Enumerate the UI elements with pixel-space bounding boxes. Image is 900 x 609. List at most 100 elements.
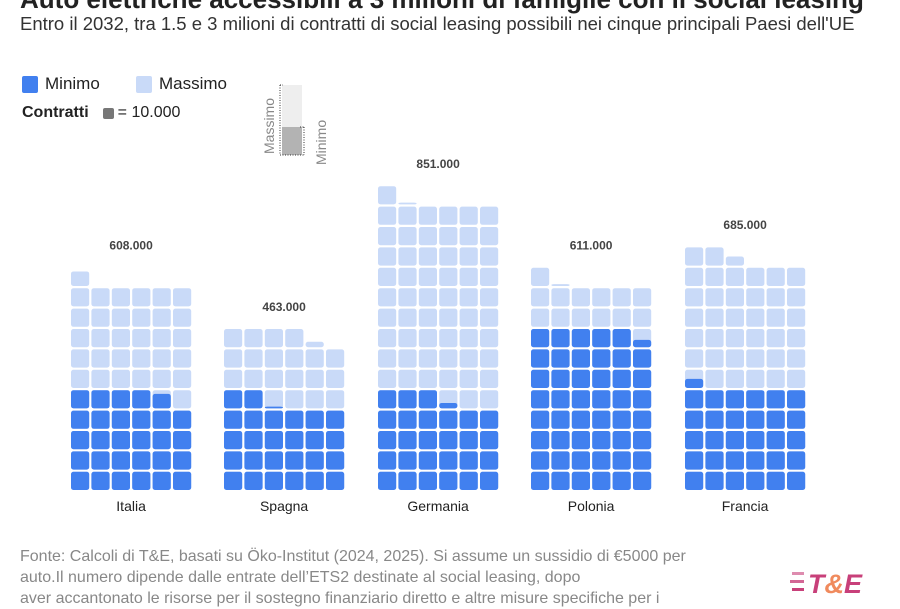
square-max bbox=[418, 308, 437, 327]
square-max bbox=[459, 369, 478, 388]
square-min bbox=[398, 451, 417, 470]
square-max bbox=[264, 390, 283, 409]
square-max bbox=[480, 349, 499, 368]
square-min bbox=[264, 451, 283, 470]
legend-item-max: Massimo bbox=[136, 74, 227, 94]
square-max bbox=[480, 369, 499, 388]
square-min bbox=[766, 431, 785, 450]
square-max bbox=[787, 329, 806, 348]
square-max bbox=[305, 390, 324, 409]
square-max bbox=[173, 329, 192, 348]
square-max bbox=[398, 369, 417, 388]
square-max bbox=[152, 329, 171, 348]
square-min bbox=[71, 410, 90, 429]
square-max bbox=[244, 369, 263, 388]
square-max bbox=[132, 329, 151, 348]
square-max bbox=[378, 349, 397, 368]
square-max bbox=[787, 308, 806, 327]
square-max bbox=[305, 369, 324, 388]
square-max bbox=[418, 267, 437, 286]
diagram-max-bar bbox=[282, 85, 302, 127]
square-min bbox=[633, 410, 652, 429]
square-min bbox=[725, 390, 744, 409]
square-max bbox=[91, 349, 110, 368]
square-max bbox=[173, 349, 192, 368]
square-min bbox=[592, 471, 611, 490]
square-min bbox=[480, 410, 499, 429]
square-max bbox=[725, 308, 744, 327]
square-min bbox=[705, 390, 724, 409]
square-min bbox=[633, 451, 652, 470]
square-min bbox=[439, 471, 458, 490]
unit-square-icon bbox=[102, 107, 114, 119]
square-max bbox=[378, 186, 397, 205]
square-min bbox=[571, 369, 590, 388]
square-max bbox=[398, 349, 417, 368]
square-max bbox=[439, 329, 458, 348]
square-max bbox=[378, 227, 397, 246]
category-label: Italia bbox=[116, 498, 146, 514]
diagram-min-label: Minimo bbox=[313, 120, 329, 165]
square-min bbox=[480, 451, 499, 470]
square-min bbox=[685, 451, 704, 470]
square-min bbox=[132, 471, 151, 490]
square-min bbox=[264, 431, 283, 450]
square-min bbox=[571, 451, 590, 470]
square-max bbox=[111, 369, 130, 388]
square-max bbox=[378, 288, 397, 307]
square-min bbox=[285, 451, 304, 470]
square-min bbox=[459, 451, 478, 470]
square-max bbox=[480, 308, 499, 327]
square-min bbox=[418, 451, 437, 470]
square-max bbox=[480, 288, 499, 307]
square-min bbox=[571, 329, 590, 348]
square-max bbox=[91, 329, 110, 348]
square-min bbox=[551, 431, 570, 450]
square-max bbox=[152, 369, 171, 388]
legend-unit-title: Contratti bbox=[22, 104, 89, 121]
square-max bbox=[264, 329, 283, 348]
square-min bbox=[551, 369, 570, 388]
square-min bbox=[531, 369, 550, 388]
square-max bbox=[705, 329, 724, 348]
square-max bbox=[152, 349, 171, 368]
square-max bbox=[787, 267, 806, 286]
square-min bbox=[787, 431, 806, 450]
square-max bbox=[531, 308, 550, 327]
square-max bbox=[132, 308, 151, 327]
square-max bbox=[152, 308, 171, 327]
square-min bbox=[633, 471, 652, 490]
square-max bbox=[71, 369, 90, 388]
square-min bbox=[173, 431, 192, 450]
square-max bbox=[418, 227, 437, 246]
square-max bbox=[439, 267, 458, 286]
square-max bbox=[378, 206, 397, 225]
square-max bbox=[418, 329, 437, 348]
square-max bbox=[480, 267, 499, 286]
square-max bbox=[685, 288, 704, 307]
square-min bbox=[111, 471, 130, 490]
square-max bbox=[132, 288, 151, 307]
square-min bbox=[787, 410, 806, 429]
te-logo: T&E bbox=[790, 569, 863, 597]
square-min bbox=[111, 431, 130, 450]
square-max bbox=[746, 349, 765, 368]
diagram-min-bar bbox=[282, 127, 302, 155]
square-max bbox=[725, 369, 744, 388]
square-max bbox=[480, 227, 499, 246]
square-max bbox=[285, 390, 304, 409]
square-max bbox=[685, 349, 704, 368]
square-max bbox=[398, 267, 417, 286]
square-min bbox=[71, 451, 90, 470]
square-max bbox=[551, 288, 570, 307]
square-max bbox=[71, 349, 90, 368]
square-max bbox=[459, 288, 478, 307]
square-min bbox=[592, 410, 611, 429]
square-max bbox=[612, 308, 631, 327]
square-min bbox=[531, 349, 550, 368]
square-min bbox=[766, 390, 785, 409]
square-min bbox=[685, 410, 704, 429]
square-max bbox=[285, 329, 304, 348]
square-min bbox=[439, 402, 458, 409]
square-min bbox=[480, 431, 499, 450]
